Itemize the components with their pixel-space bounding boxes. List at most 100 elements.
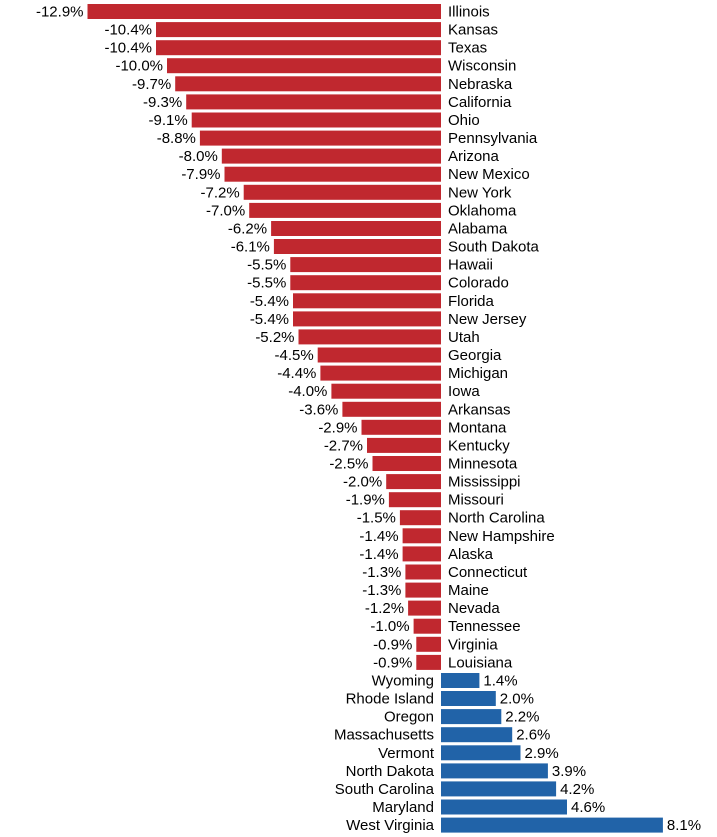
data-label: -3.6%	[299, 401, 338, 418]
bar-mississippi	[386, 474, 441, 490]
category-label: Kentucky	[448, 437, 510, 454]
data-label: -1.4%	[359, 546, 398, 563]
data-label: 2.0%	[500, 691, 534, 708]
data-label: -2.0%	[343, 474, 382, 491]
bar-utah	[298, 329, 441, 345]
data-label: -10.4%	[104, 22, 152, 39]
bar-kansas	[156, 22, 441, 38]
category-label: Oklahoma	[448, 202, 517, 219]
data-label: -1.4%	[359, 528, 398, 545]
data-label: 2.9%	[525, 745, 559, 762]
data-label: 2.2%	[505, 709, 539, 726]
category-label: Oregon	[384, 709, 434, 726]
bar-massachusetts	[441, 727, 513, 743]
bar-arizona	[221, 148, 441, 164]
bar-alaska	[402, 546, 441, 562]
data-label: -1.2%	[365, 600, 404, 617]
data-label: -10.4%	[104, 40, 152, 57]
category-label: Rhode Island	[346, 691, 434, 708]
bar-georgia	[317, 347, 441, 363]
category-label: South Dakota	[448, 239, 540, 256]
data-label: 3.9%	[552, 763, 586, 780]
bar-pennsylvania	[199, 130, 441, 146]
bar-hawaii	[290, 257, 441, 273]
data-label: -0.9%	[373, 654, 412, 671]
bar-california	[186, 94, 441, 110]
bar-north-carolina	[399, 510, 441, 526]
data-label: -1.3%	[362, 582, 401, 599]
category-label: Virginia	[448, 636, 498, 653]
data-label: -5.2%	[255, 329, 294, 346]
category-label: Arkansas	[448, 401, 511, 418]
bars-group	[87, 4, 663, 833]
data-label: -1.9%	[346, 492, 385, 509]
bar-minnesota	[372, 456, 441, 471]
bar-maryland	[441, 799, 567, 815]
category-label: Vermont	[378, 745, 435, 762]
data-label: -5.4%	[250, 311, 289, 328]
labels-group: Illinois -12.9% Kansas -10.4% Texas -10.4% Wis…	[36, 4, 701, 835]
category-label: Alabama	[448, 221, 508, 238]
category-label: Alaska	[448, 546, 494, 563]
bar-louisiana	[416, 654, 441, 670]
bar-missouri	[388, 492, 441, 508]
data-label: -12.9%	[36, 4, 84, 21]
category-label: California	[448, 94, 512, 111]
bar-montana	[361, 419, 441, 435]
category-label: Maryland	[372, 799, 434, 816]
data-label: 2.6%	[516, 727, 550, 744]
category-label: Utah	[448, 329, 480, 346]
category-label: Missouri	[448, 492, 504, 509]
bar-nevada	[408, 600, 441, 616]
data-label: -2.5%	[329, 456, 368, 473]
bar-new-jersey	[293, 311, 441, 327]
bar-arkansas	[342, 401, 441, 417]
data-label: -6.1%	[231, 239, 270, 256]
category-label: New York	[448, 184, 512, 201]
category-label: North Carolina	[448, 510, 545, 527]
category-label: Kansas	[448, 22, 498, 39]
data-label: -8.8%	[157, 130, 196, 147]
data-label: 8.1%	[667, 817, 701, 834]
category-label: Nebraska	[448, 76, 513, 93]
category-label: Hawaii	[448, 257, 493, 274]
data-label: -4.0%	[288, 383, 327, 400]
bar-wyoming	[441, 673, 480, 688]
data-label: -1.3%	[362, 564, 401, 581]
bar-colorado	[290, 275, 441, 291]
category-label: Wyoming	[372, 673, 434, 690]
category-label: Pennsylvania	[448, 130, 538, 147]
bar-new-mexico	[224, 166, 441, 182]
bar-west-virginia	[441, 817, 663, 833]
category-label: New Hampshire	[448, 528, 555, 545]
data-label: -5.5%	[247, 275, 286, 292]
category-label: Michigan	[448, 365, 508, 382]
bar-rhode-island	[441, 691, 496, 706]
data-label: 4.2%	[560, 781, 594, 798]
category-label: Arizona	[448, 148, 500, 165]
bar-illinois	[87, 4, 441, 19]
data-label: -2.7%	[324, 437, 363, 454]
bar-new-hampshire	[402, 528, 441, 544]
data-label: -1.0%	[370, 618, 409, 635]
data-label: 1.4%	[483, 673, 517, 690]
data-label: -9.1%	[149, 112, 188, 129]
data-label: -1.5%	[357, 510, 396, 527]
bar-nebraska	[175, 76, 441, 92]
bar-south-dakota	[273, 239, 441, 254]
data-label: -0.9%	[373, 636, 412, 653]
category-label: Maine	[448, 582, 489, 599]
data-label: -9.7%	[132, 76, 171, 93]
bar-wisconsin	[167, 58, 441, 74]
bar-connecticut	[405, 564, 441, 580]
category-label: New Jersey	[448, 311, 527, 328]
category-label: Louisiana	[448, 654, 513, 671]
data-label: -5.5%	[247, 257, 286, 274]
category-label: West Virginia	[346, 817, 434, 834]
category-label: Illinois	[448, 4, 490, 21]
data-label: -7.9%	[181, 166, 220, 183]
category-label: Florida	[448, 293, 495, 310]
bar-south-carolina	[441, 781, 557, 797]
bar-new-york	[243, 184, 441, 200]
